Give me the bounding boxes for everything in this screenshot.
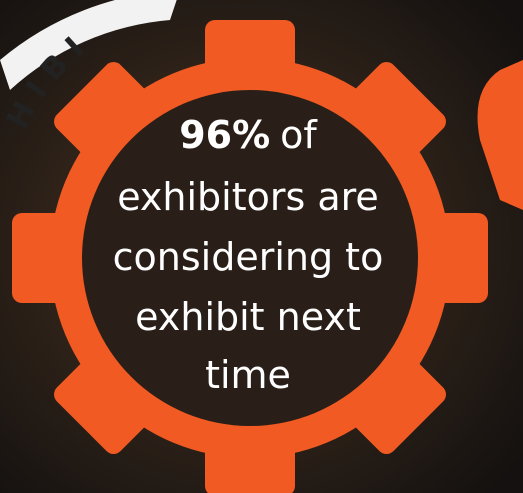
gear: [12, 20, 488, 493]
headline-line: exhibit next: [135, 295, 361, 339]
headline-line: 96% of: [179, 113, 318, 157]
ring: [0, 0, 177, 90]
highlight: 96%: [179, 113, 270, 157]
headline-line: considering to: [113, 235, 384, 279]
headline-text: of: [280, 113, 318, 157]
headline-line: time: [205, 353, 291, 397]
side-shape: [477, 60, 523, 210]
headline-line: exhibitors are: [117, 175, 379, 219]
